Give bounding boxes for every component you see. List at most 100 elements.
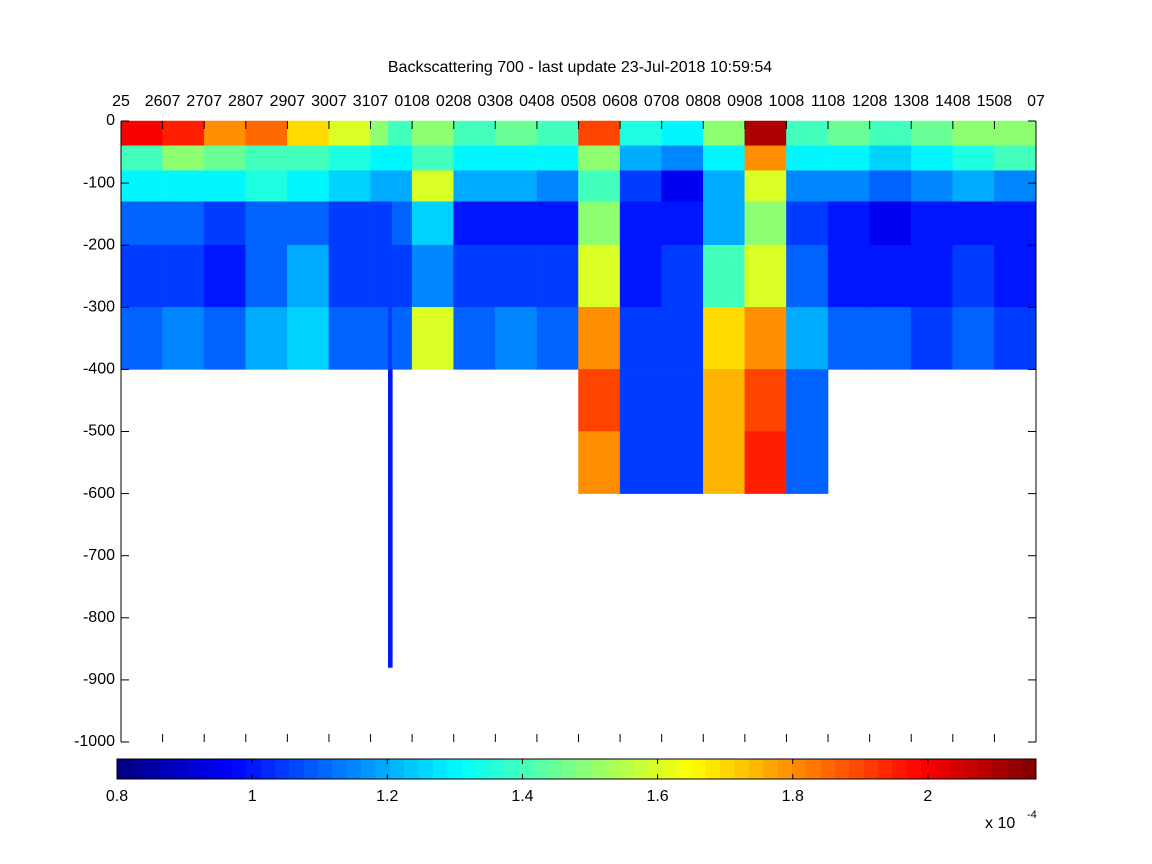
- cell: [495, 170, 538, 202]
- colorbar-swatch: [389, 759, 405, 779]
- colorbar-swatch: [432, 759, 448, 779]
- cell: [162, 170, 205, 202]
- cell: [387, 493, 393, 668]
- x-tick-label: 1408: [935, 93, 971, 110]
- cell: [536, 145, 579, 171]
- cell: [536, 201, 579, 246]
- cell: [536, 170, 579, 202]
- cell: [453, 244, 496, 308]
- colorbar-swatch: [361, 759, 376, 779]
- cell: [392, 170, 413, 202]
- colorbar-swatch: [777, 759, 793, 779]
- cell: [869, 201, 912, 246]
- cell: [578, 145, 621, 171]
- cell: [744, 170, 787, 202]
- x-tick-label: 3007: [311, 93, 347, 110]
- cell: [162, 145, 205, 171]
- cell: [370, 170, 389, 202]
- cell: [744, 145, 787, 171]
- x-tick-label: 25: [112, 93, 130, 110]
- cell: [120, 120, 163, 147]
- cell: [287, 307, 330, 370]
- colorbar-tick-label: 1: [248, 788, 257, 805]
- cell: [245, 307, 288, 370]
- x-tick-label: 0808: [685, 93, 721, 110]
- colorbar-swatch: [633, 759, 649, 779]
- colorbar-swatch: [504, 759, 520, 779]
- cell: [392, 307, 413, 370]
- colorbar-swatch: [289, 759, 305, 779]
- cell: [328, 307, 371, 370]
- colorbar-swatch: [547, 759, 563, 779]
- cell: [703, 307, 746, 370]
- colorbar-swatch: [691, 759, 707, 779]
- colorbar-swatch: [878, 759, 893, 779]
- x-tick-label: 2907: [270, 93, 306, 110]
- colorbar-tick-label: 2: [923, 788, 932, 805]
- cell: [392, 201, 413, 246]
- cell: [619, 307, 662, 370]
- colorbar-swatch: [404, 759, 420, 779]
- colorbar-swatch: [590, 759, 606, 779]
- cell: [495, 145, 538, 171]
- axes: 0 -100 -200 -300 -400 -500 -600 -700 -800 -900 -10…: [74, 93, 1045, 805]
- colorbar-swatch: [318, 759, 333, 779]
- colorbar-multiplier: x 10: [985, 815, 1015, 832]
- colorbar-tick-label: 1.4: [511, 788, 533, 805]
- cell: [703, 120, 746, 147]
- colorbar-swatch: [533, 759, 549, 779]
- x-tick-label: 0108: [394, 93, 430, 110]
- x-tick-label: 0908: [727, 93, 763, 110]
- cell: [536, 120, 579, 147]
- cell: [744, 244, 787, 308]
- cell: [411, 145, 454, 171]
- cell: [619, 170, 662, 202]
- cell: [411, 120, 454, 147]
- colorbar-swatch: [174, 759, 190, 779]
- colorbar-swatch: [720, 759, 735, 779]
- x-tick-label: 0708: [644, 93, 680, 110]
- colorbar-swatch: [662, 759, 678, 779]
- cell: [786, 369, 829, 432]
- cell: [387, 170, 393, 202]
- colorbar-swatch: [447, 759, 463, 779]
- cell: [910, 244, 954, 308]
- colorbar-frame: [116, 758, 1037, 780]
- y-tick-label: -1000: [74, 733, 115, 750]
- colorbar-swatch: [332, 759, 348, 779]
- cell: [786, 120, 829, 147]
- x-tick-label: 2807: [228, 93, 264, 110]
- chart-title: Backscattering 700 - last update 23-Jul-…: [388, 59, 772, 76]
- y-tick-label: -500: [83, 423, 115, 440]
- cell: [910, 201, 954, 246]
- x-tick-label: 2707: [186, 93, 222, 110]
- cell: [619, 145, 662, 171]
- x-tick-label: 1008: [769, 93, 805, 110]
- cell: [370, 120, 389, 147]
- cell: [952, 170, 995, 202]
- cell: [827, 307, 870, 370]
- cell: [744, 369, 787, 432]
- colorbar-swatch: [648, 759, 664, 779]
- cell: [536, 244, 579, 308]
- cell: [453, 201, 496, 246]
- cell: [387, 201, 393, 246]
- cell: [952, 201, 995, 246]
- cell: [661, 201, 704, 246]
- colorbar-swatch: [619, 759, 635, 779]
- cell: [387, 431, 393, 494]
- cell: [370, 145, 389, 171]
- cell: [619, 201, 662, 246]
- colorbar-tick-label: 1.6: [646, 788, 668, 805]
- colorbar-swatch: [992, 759, 1008, 779]
- cell: [120, 244, 163, 308]
- cell: [162, 307, 205, 370]
- cell: [910, 170, 954, 202]
- x-tick-label: 0508: [561, 93, 597, 110]
- colorbar-swatch: [303, 759, 319, 779]
- colorbar-swatch: [806, 759, 822, 779]
- cell: [952, 307, 995, 370]
- x-tick-label: 07: [1027, 93, 1045, 110]
